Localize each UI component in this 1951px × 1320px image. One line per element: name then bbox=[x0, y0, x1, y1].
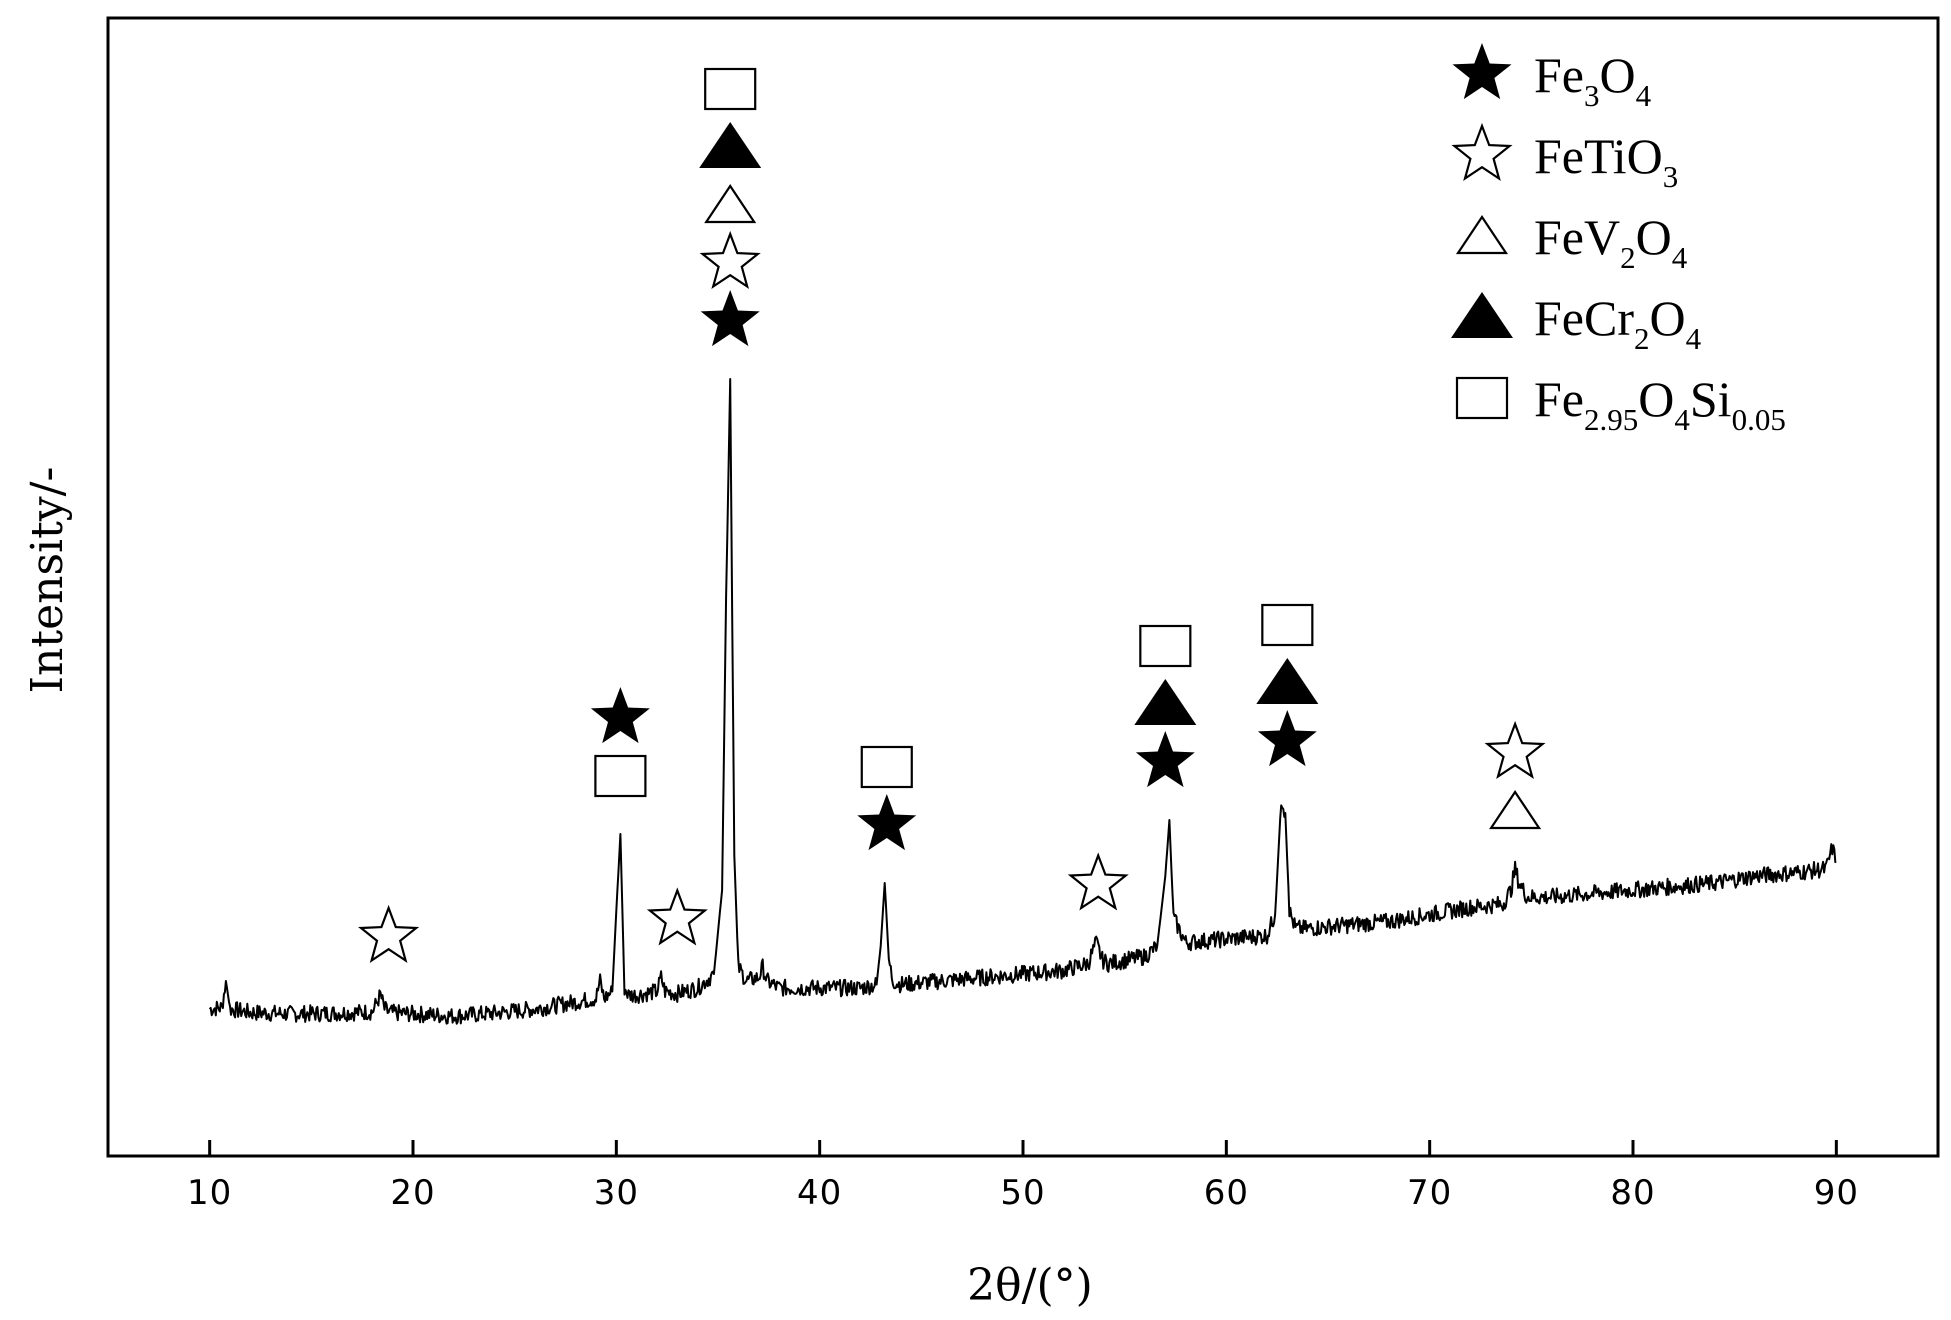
peak-marker-group bbox=[1488, 724, 1543, 828]
x-tick-label: 40 bbox=[797, 1173, 842, 1213]
legend-label-part: 2 bbox=[1620, 240, 1636, 275]
open-square-icon bbox=[595, 756, 645, 796]
legend-label: Fe3O4 bbox=[1534, 47, 1652, 113]
legend-label: FeV2O4 bbox=[1534, 209, 1688, 275]
open-triangle-icon bbox=[1491, 792, 1539, 828]
filled-triangle-icon bbox=[699, 122, 761, 168]
x-tick-label: 70 bbox=[1407, 1173, 1452, 1213]
open-star-icon bbox=[703, 234, 758, 287]
peak-markers bbox=[361, 69, 1543, 961]
filled-triangle-icon bbox=[1256, 658, 1318, 704]
open-square-icon bbox=[1262, 605, 1312, 645]
legend-item: Fe3O4 bbox=[1453, 43, 1652, 113]
legend-label-part: FeTiO bbox=[1534, 128, 1663, 184]
legend-label-part: Fe bbox=[1534, 371, 1584, 427]
xrd-pattern-line bbox=[210, 379, 1837, 1024]
legend: Fe3O4FeTiO3FeV2O4FeCr2O4Fe2.95O4Si0.05 bbox=[1451, 43, 1786, 437]
legend-label-part: FeV bbox=[1534, 209, 1620, 265]
x-tick-label: 10 bbox=[187, 1173, 232, 1213]
x-tick-label: 50 bbox=[1000, 1173, 1045, 1213]
legend-label-part: FeCr bbox=[1534, 290, 1634, 346]
y-axis-title: Intensity/- bbox=[22, 467, 73, 694]
x-tick-label: 80 bbox=[1610, 1173, 1655, 1213]
open-star-icon bbox=[1454, 126, 1509, 179]
open-square-icon bbox=[1457, 378, 1507, 418]
open-triangle-icon bbox=[706, 186, 754, 222]
series-layer bbox=[210, 379, 1837, 1024]
legend-label-part: Fe bbox=[1534, 47, 1584, 103]
legend-label: FeCr2O4 bbox=[1534, 290, 1702, 356]
x-tick-label: 90 bbox=[1814, 1173, 1859, 1213]
legend-label-part: 4 bbox=[1674, 402, 1690, 437]
peak-marker-group bbox=[857, 747, 916, 850]
open-star-icon bbox=[1071, 856, 1126, 909]
legend-label-part: 2.95 bbox=[1584, 402, 1638, 437]
open-square-icon bbox=[705, 69, 755, 109]
open-star-icon bbox=[650, 891, 705, 944]
open-star-icon bbox=[361, 908, 416, 961]
legend-label-part: O bbox=[1650, 290, 1686, 346]
legend-item: Fe2.95O4Si0.05 bbox=[1457, 371, 1786, 437]
peak-marker-group bbox=[650, 891, 705, 944]
legend-label-part: 4 bbox=[1686, 321, 1702, 356]
x-axis-title: 2θ/(°) bbox=[967, 1260, 1093, 1311]
x-tick-label: 30 bbox=[594, 1173, 639, 1213]
filled-star-icon bbox=[1258, 710, 1317, 766]
filled-triangle-icon bbox=[1451, 292, 1513, 338]
peak-marker-group bbox=[699, 69, 761, 346]
legend-item: FeCr2O4 bbox=[1451, 290, 1702, 356]
filled-star-icon bbox=[701, 290, 760, 346]
legend-item: FeV2O4 bbox=[1458, 209, 1688, 275]
legend-item: FeTiO3 bbox=[1454, 126, 1678, 194]
legend-label-part: 0.05 bbox=[1732, 402, 1786, 437]
legend-label-part: O bbox=[1636, 209, 1672, 265]
legend-label: Fe2.95O4Si0.05 bbox=[1534, 371, 1786, 437]
filled-star-icon bbox=[857, 794, 916, 850]
open-square-icon bbox=[862, 747, 912, 787]
peak-marker-group bbox=[1071, 856, 1126, 909]
legend-label-part: 2 bbox=[1634, 321, 1650, 356]
open-triangle-icon bbox=[1458, 217, 1506, 253]
peak-marker-group bbox=[361, 908, 416, 961]
x-tick-label: 20 bbox=[390, 1173, 435, 1213]
peak-marker-group bbox=[591, 687, 650, 796]
peak-marker-group bbox=[1256, 605, 1318, 766]
open-square-icon bbox=[1140, 626, 1190, 666]
legend-label-part: 4 bbox=[1636, 78, 1652, 113]
legend-label-part: 3 bbox=[1663, 159, 1679, 194]
filled-star-icon bbox=[591, 687, 650, 743]
x-axis: 10 20 30 40 50 60 70 80 90 bbox=[187, 1140, 1859, 1213]
legend-label-part: Si bbox=[1690, 371, 1732, 427]
filled-triangle-icon bbox=[1134, 679, 1196, 725]
filled-star-icon bbox=[1453, 43, 1512, 99]
x-tick-label: 60 bbox=[1204, 1173, 1249, 1213]
legend-label: FeTiO3 bbox=[1534, 128, 1678, 194]
legend-label-part: O bbox=[1600, 47, 1636, 103]
filled-star-icon bbox=[1136, 731, 1195, 787]
legend-label-part: O bbox=[1638, 371, 1674, 427]
peak-marker-group bbox=[1134, 626, 1196, 787]
legend-label-part: 4 bbox=[1672, 240, 1688, 275]
open-star-icon bbox=[1488, 724, 1543, 777]
legend-label-part: 3 bbox=[1584, 78, 1600, 113]
